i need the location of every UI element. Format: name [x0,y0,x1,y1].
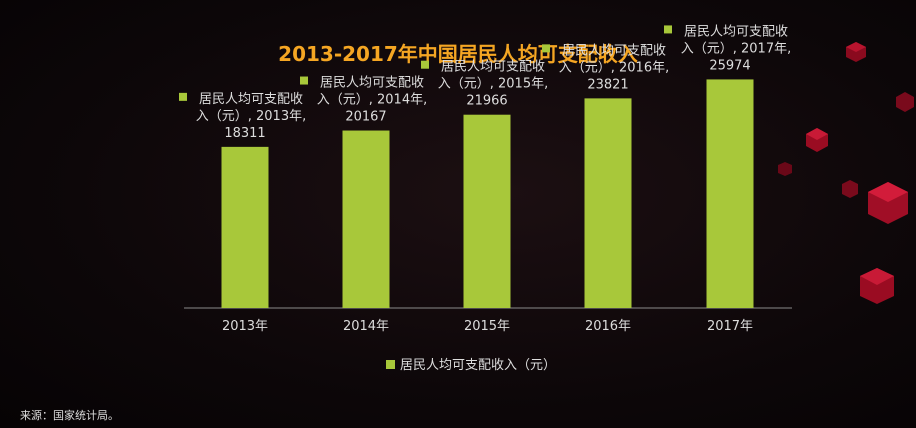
data-label: 入（元）, 2013年, [196,109,306,124]
x-tick-label: 2017年 [707,319,753,334]
data-label: 居民人均可支配收 [684,24,788,39]
decorative-cube [896,92,914,112]
legend-label: 居民人均可支配收入（元） [400,358,556,373]
bar [463,114,511,308]
bar [221,146,269,308]
data-label: 入（元）, 2016年, [559,60,669,75]
data-label-marker [421,60,429,69]
bar [706,79,754,308]
x-tick-label: 2014年 [343,319,389,334]
x-tick-label: 2016年 [585,319,631,334]
x-tick-label: 2013年 [222,319,268,334]
decorative-cube [860,268,894,304]
data-label: 居民人均可支配收 [320,76,424,91]
data-label: 居民人均可支配收 [199,92,303,107]
data-label: 居民人均可支配收 [562,43,666,58]
data-label-marker [664,25,672,34]
chart-title: 2013-2017年中国居民人均可支配收入 [278,42,638,66]
data-label: 23821 [587,77,628,92]
data-label: 21966 [466,94,507,109]
data-label: 入（元）, 2017年, [681,41,791,56]
decorative-cube [868,182,908,224]
decorative-cube [846,42,866,62]
data-label: 入（元）, 2014年, [317,93,427,108]
data-label: 居民人均可支配收 [441,60,545,75]
decorative-cube [842,180,858,198]
bar [342,130,390,308]
data-label-marker [542,44,550,53]
legend-marker [386,360,395,369]
source-note: 来源：国家统计局。 [20,409,119,422]
data-label: 25974 [709,58,750,73]
x-tick-label: 2015年 [464,319,510,334]
data-label-marker [179,92,187,101]
data-label: 18311 [224,126,265,141]
data-label-marker [300,76,308,85]
data-label: 入（元）, 2015年, [438,77,548,92]
bar [584,98,632,308]
decorative-cube [806,128,828,152]
decorative-cube [778,162,792,176]
data-label: 20167 [345,110,386,125]
